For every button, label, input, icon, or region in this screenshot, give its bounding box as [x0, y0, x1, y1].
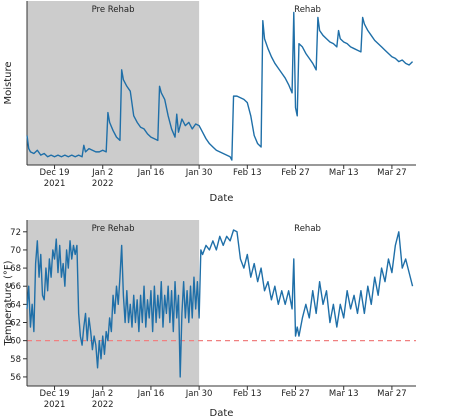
y-axis-title: Temperature (°F) — [3, 260, 14, 346]
x-tick-label: Jan 2 2022 — [91, 168, 113, 189]
x-tick-label: Mar 27 — [377, 389, 407, 399]
x-tick-label: Mar 27 — [377, 168, 407, 178]
x-tick-label: Mar 13 — [329, 389, 359, 399]
x-tick-label: Jan 16 — [137, 168, 165, 178]
y-tick-label: 62 — [10, 319, 21, 329]
y-tick-label: 68 — [10, 264, 21, 274]
x-tick-label: Jan 16 — [137, 389, 165, 399]
y-tick-label: 60 — [10, 337, 21, 347]
y-tick-label: 64 — [10, 300, 21, 310]
y-tick-label: 72 — [10, 228, 21, 238]
x-tick-label: Jan 2 2022 — [91, 389, 113, 410]
x-tick-label: Feb 13 — [233, 168, 262, 178]
x-tick-label: Feb 13 — [233, 389, 262, 399]
y-tick-label: 58 — [10, 355, 21, 365]
region-label: Pre Rehab — [92, 5, 135, 15]
series-line-1 — [26, 229, 414, 378]
x-tick-label: Feb 27 — [281, 389, 310, 399]
x-tick-label: Dec 19 2021 — [40, 168, 70, 189]
series-line-1 — [26, 11, 414, 161]
x-tick-label: Dec 19 2021 — [40, 389, 70, 410]
x-axis-title: Date — [210, 408, 234, 419]
region-1-shade — [27, 1, 200, 165]
y-axis-title: Moisture — [3, 61, 14, 104]
x-tick-label: Mar 13 — [329, 168, 359, 178]
region-label: Rehab — [294, 5, 321, 15]
chart-2: Pre Rehab Rehab Dec 19 2021 Jan 2 2022 Jan 16 J… — [3, 220, 416, 419]
y-tick-label: 70 — [10, 246, 21, 256]
x-tick-label: Feb 27 — [281, 168, 310, 178]
x-axis-title: Date — [210, 193, 234, 204]
x-tick-label: Jan 30 — [185, 389, 213, 399]
x-tick-label: Jan 30 — [185, 168, 213, 178]
region-label: Rehab — [294, 224, 321, 234]
y-tick-label: 56 — [10, 373, 21, 383]
y-tick-label: 66 — [10, 282, 21, 292]
region-label: Pre Rehab — [92, 224, 135, 234]
chart-1: Pre Rehab Rehab Dec 19 2021 Jan 2 2022 Jan 16 J… — [3, 1, 416, 204]
